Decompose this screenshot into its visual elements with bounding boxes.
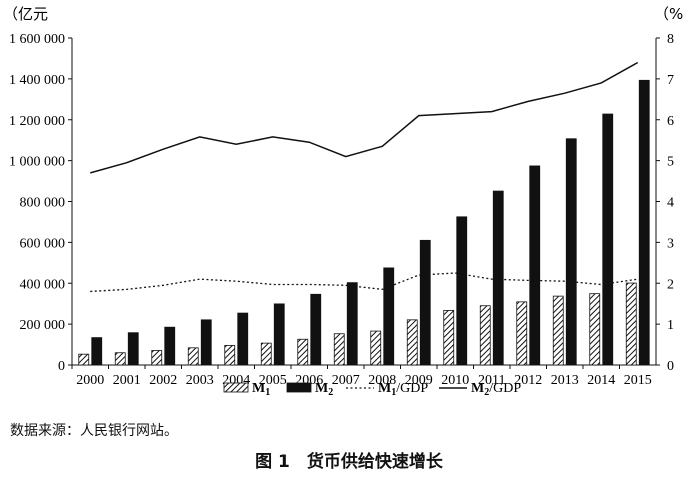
bar-m1 [78,353,90,366]
x-tick-label: 2013 [551,373,579,388]
x-tick-label: 2015 [624,373,652,388]
bar-m2 [565,138,577,366]
x-tick-label: 2000 [76,373,104,388]
left-tick-label: 800 000 [20,196,66,211]
x-tick-label: 2011 [478,373,505,388]
right-tick-label: 3 [667,236,674,251]
left-tick-label: 400 000 [20,277,66,292]
x-tick-label: 2003 [186,373,214,388]
bar-m1 [552,295,564,366]
right-axis-unit: （% [654,5,683,23]
legend-label: M2 [315,381,333,398]
legend-swatch [286,382,312,393]
left-tick-label: 1 600 000 [9,32,65,47]
bar-m2 [127,332,139,366]
bar-m1 [260,342,272,366]
right-tick-label: 7 [667,73,674,88]
bar-m1 [224,344,236,366]
legend-swatch [223,382,249,393]
legend-label: M1 [252,381,270,398]
left-tick-label: 1 000 000 [9,155,65,170]
bar-m2 [273,303,285,366]
chart: （亿元 （% 0 200 000 400 000 600 000 800 000 1 00… [3,5,683,398]
x-tick-label: 2012 [514,373,542,388]
x-tick-label: 2002 [149,373,177,388]
bar-m2 [91,337,103,366]
left-axis-unit: （亿元 [3,5,48,23]
bar-m2 [237,312,249,366]
left-tick-label: 1 200 000 [9,114,65,129]
bar-m1 [187,347,199,366]
bar-m1 [516,301,528,366]
bar-m2 [200,319,212,366]
right-tick-label: 6 [667,114,674,129]
left-tick-label: 0 [58,359,65,374]
right-tick-label: 4 [667,196,674,211]
bar-m1 [479,305,491,366]
bar-m2 [310,293,322,366]
bar-m1 [589,293,601,366]
x-tick-label: 2010 [441,373,469,388]
x-tick-label: 2001 [113,373,141,388]
bar-m1 [370,330,382,366]
bar-m2 [419,239,431,366]
source-note: 数据来源：人民银行网站。 [10,423,178,439]
legend-label: M1/GDP [378,381,428,398]
figure-caption: 图 1 货币供给快速增长 [255,452,443,472]
plot-area: 0 200 000 400 000 600 000 800 000 1 000 000 1 … [9,32,674,388]
x-tick-label: 2008 [368,373,396,388]
right-tick-label: 0 [667,359,674,374]
left-tick-label: 600 000 [20,236,66,251]
bar-m2 [164,326,176,366]
bar-m1 [114,352,126,366]
bar-m2 [529,165,541,366]
bar-m1 [151,350,163,366]
x-tick-label: 2014 [587,373,615,388]
right-tick-label: 1 [667,318,674,333]
line-m1-gdp [90,272,638,293]
right-tick-label: 2 [667,277,674,292]
right-tick-label: 8 [667,32,674,47]
bar-m2 [346,282,358,366]
bar-m2 [638,79,650,366]
left-tick-label: 200 000 [20,318,66,333]
bar-m2 [383,267,395,366]
bar-m1 [625,282,637,366]
bar-m2 [492,190,504,366]
legend-label: M2/GDP [471,381,521,398]
x-tick-label: 2009 [405,373,433,388]
bar-m1 [443,310,455,366]
x-tick-label: 2005 [259,373,287,388]
line-m2-gdp [90,61,639,174]
left-tick-label: 1 400 000 [9,73,65,88]
legend: M1 M2 M1/GDP M2/GDP [223,381,521,398]
right-tick-label: 5 [667,155,674,170]
bar-m1 [406,319,418,366]
bar-m2 [602,113,614,366]
bar-m1 [297,338,309,366]
bar-m1 [333,333,345,366]
bar-m2 [456,216,468,366]
x-tick-label: 2007 [332,373,360,388]
